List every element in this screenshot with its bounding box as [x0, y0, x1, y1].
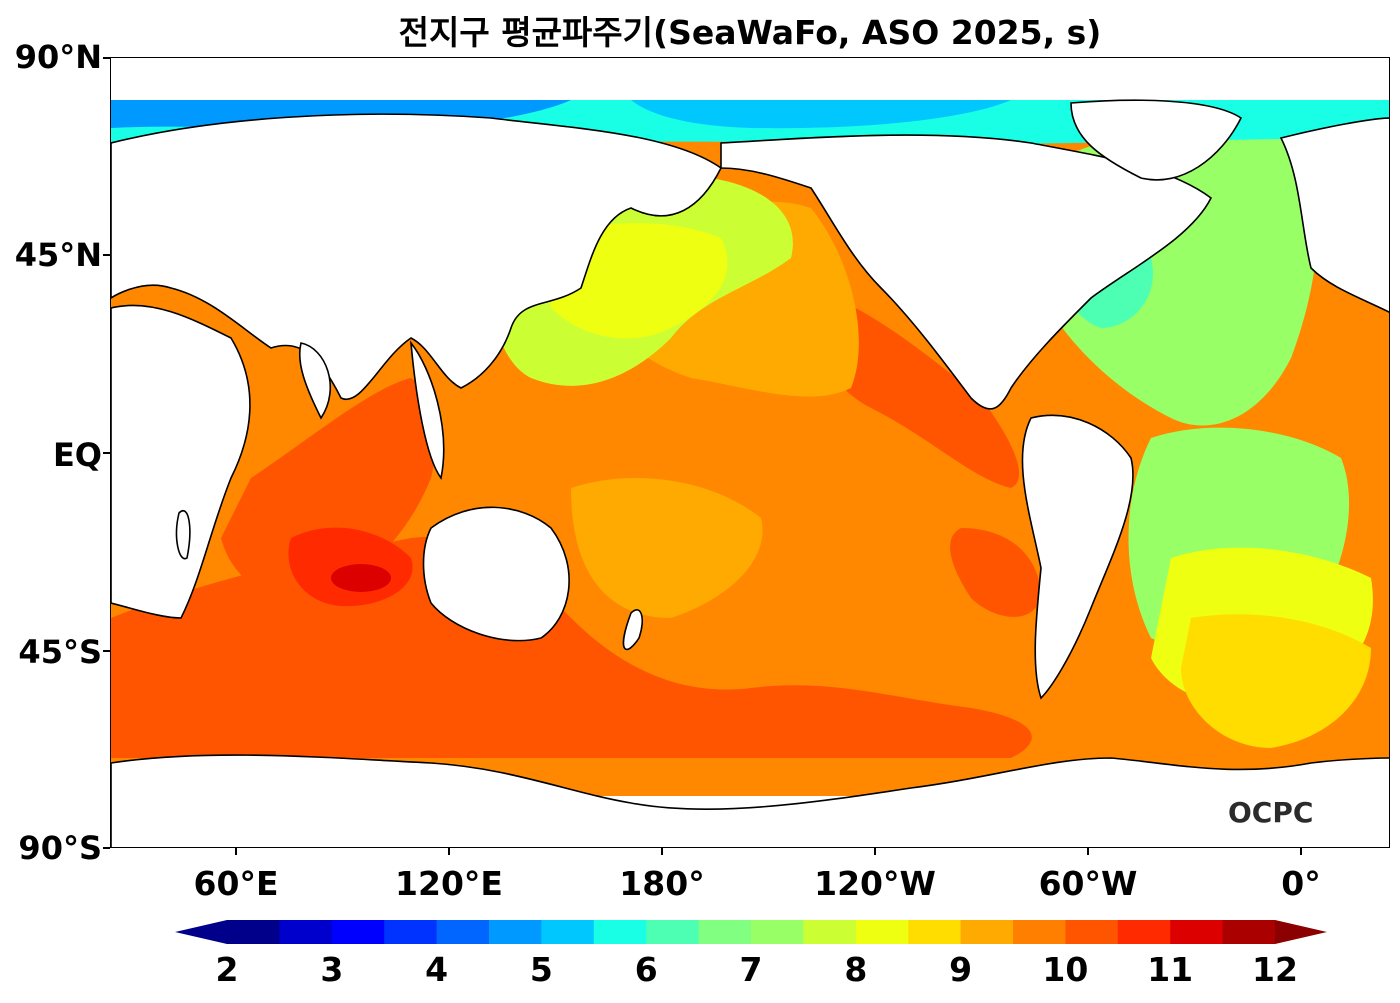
- australia-land: [422, 506, 570, 642]
- antarctica-land: [111, 754, 1389, 847]
- lat-label-90s: 90°S: [18, 829, 102, 867]
- lat-tick: [103, 254, 110, 256]
- colorbar-segment: [960, 920, 1014, 944]
- lon-label-120e: 120°E: [395, 864, 503, 903]
- lat-label-45s: 45°S: [18, 633, 102, 671]
- colorbar-segment: [541, 920, 595, 944]
- lon-label-120w: 120°W: [814, 864, 936, 903]
- colorbar-segment: [698, 920, 752, 944]
- colorbar-tick-label: 2: [215, 950, 239, 989]
- lat-tick: [103, 650, 110, 652]
- north-america-land: [720, 134, 1213, 410]
- land-masses: [111, 99, 1389, 847]
- colorbar-segment: [227, 920, 280, 944]
- colorbar-tick-label: 6: [634, 950, 658, 989]
- eurasia-land: [111, 113, 723, 401]
- lon-tick: [874, 848, 876, 855]
- colorbar-segment: [331, 920, 385, 944]
- colorbar-segment: [1222, 920, 1276, 944]
- africa-land: [111, 304, 251, 619]
- lon-tick: [661, 848, 663, 855]
- lon-label-180: 180°: [619, 864, 705, 903]
- lon-tick: [1300, 848, 1302, 855]
- colorbar-segment: [855, 920, 909, 944]
- lat-tick: [103, 57, 110, 59]
- wave-period-map: [110, 57, 1390, 848]
- lat-label-eq: EQ: [52, 436, 102, 474]
- colorbar-segment: [593, 920, 647, 944]
- colorbar: [175, 920, 1327, 944]
- colorbar-segment: [1013, 920, 1066, 944]
- greenland-land: [1070, 99, 1243, 181]
- colorbar-over-arrow: [1275, 920, 1327, 944]
- colorbar-segment: [908, 920, 962, 944]
- colorbar-tick-label: 8: [844, 950, 868, 989]
- period-zone-9-spac: [571, 478, 763, 618]
- colorbar-segment: [1170, 920, 1224, 944]
- colorbar-tick-label: 10: [1042, 950, 1089, 989]
- lat-tick: [103, 452, 110, 454]
- lon-tick: [235, 848, 237, 855]
- map-title: 전지구 평균파주기(SeaWaFo, ASO 2025, s): [398, 13, 1102, 52]
- period-zone-8.5-wpac: [551, 223, 728, 339]
- period-zone-peak: [331, 564, 391, 592]
- colorbar-tick-label: 5: [529, 950, 553, 989]
- lat-label-45n: 45°N: [14, 236, 102, 274]
- colorbar-tick-label: 7: [739, 950, 763, 989]
- colorbar-segment: [279, 920, 333, 944]
- lon-label-60e: 60°E: [193, 864, 279, 903]
- india-land: [298, 342, 331, 420]
- se-asia-land: [409, 340, 445, 480]
- lon-label-0: 0°: [1281, 864, 1321, 903]
- south-america-land: [1021, 414, 1134, 700]
- madagascar-land: [175, 510, 191, 560]
- new-zealand-land: [622, 609, 643, 651]
- colorbar-under-arrow: [175, 920, 227, 944]
- colorbar-segment: [489, 920, 542, 944]
- period-zone-9-satl: [1181, 614, 1371, 748]
- map-canvas: [111, 99, 1389, 847]
- lon-tick: [448, 848, 450, 855]
- lon-tick: [1087, 848, 1089, 855]
- colorbar-segment: [384, 920, 438, 944]
- period-zone-arctic-blue-2: [631, 100, 1011, 129]
- colorbar-segment: [751, 920, 804, 944]
- period-zone-11-epac: [809, 288, 1020, 488]
- colorbar-tick-label: 12: [1252, 950, 1298, 989]
- colorbar-tick-label: 9: [949, 950, 973, 989]
- colorbar-segment: [1117, 920, 1171, 944]
- colorbar-segment: [1065, 920, 1119, 944]
- lat-tick: [103, 847, 110, 849]
- colorbar-segment: [436, 920, 490, 944]
- lon-label-60w: 60°W: [1038, 864, 1138, 903]
- colorbar-segment: [646, 920, 700, 944]
- colorbar-segment: [803, 920, 857, 944]
- colorbar-tick-label: 3: [320, 950, 344, 989]
- ocpc-logo: OCPC: [1228, 796, 1314, 829]
- colorbar-tick-label: 4: [425, 950, 449, 989]
- colorbar-tick-label: 11: [1147, 950, 1194, 989]
- lat-label-90n: 90°N: [14, 38, 102, 76]
- period-zone-11-sepac: [950, 528, 1041, 617]
- europe-land: [1279, 117, 1389, 313]
